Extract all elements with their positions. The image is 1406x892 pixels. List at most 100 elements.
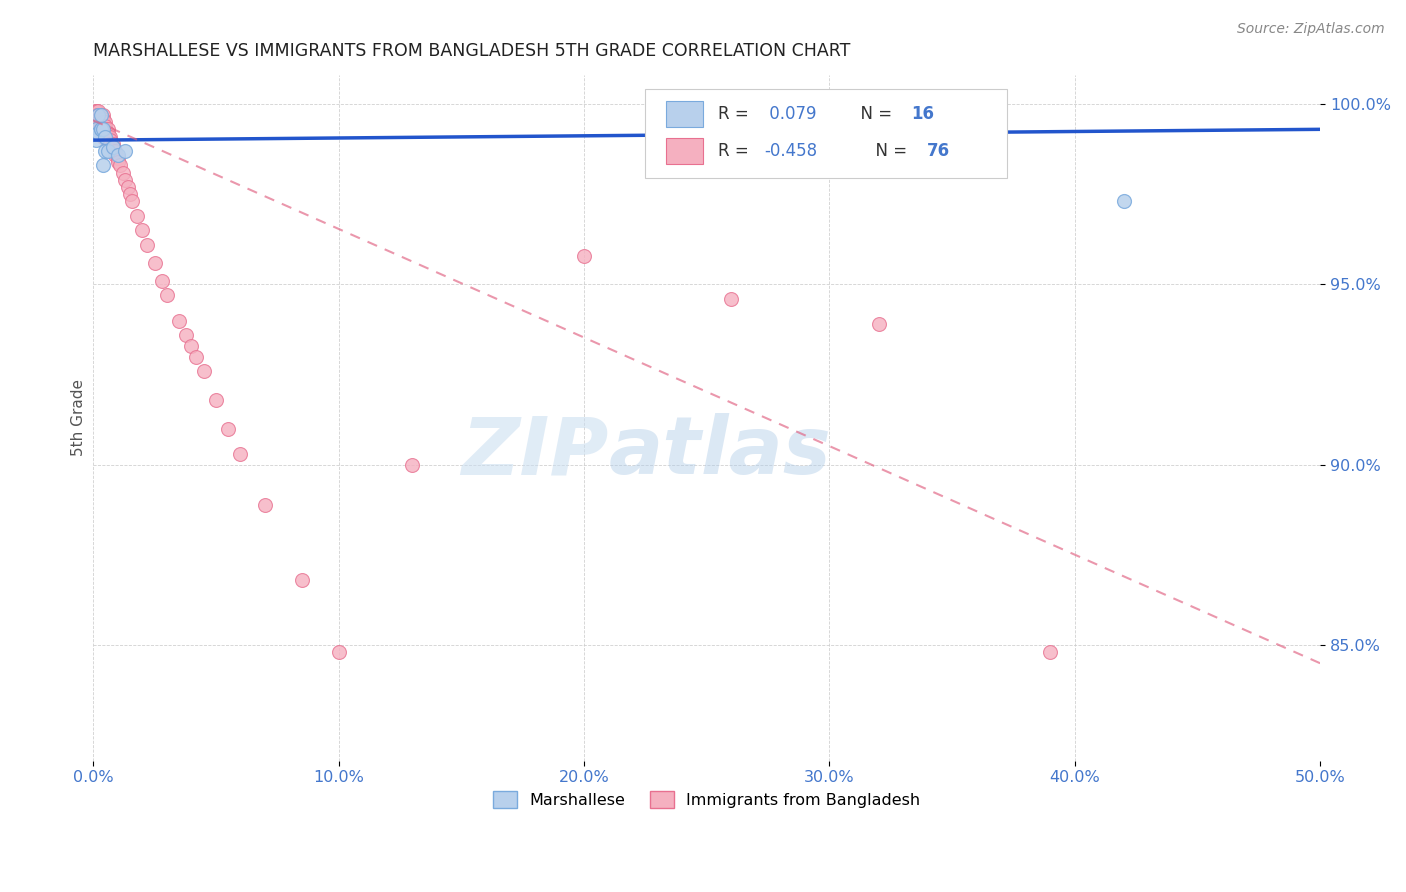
Point <box>98 133 121 147</box>
Point <box>97 133 120 147</box>
Text: R =: R = <box>718 105 754 123</box>
Point <box>91 122 114 136</box>
Point <box>98 136 121 151</box>
Point <box>87 108 110 122</box>
Point <box>107 154 129 169</box>
Point <box>101 140 124 154</box>
Point <box>90 122 112 136</box>
Point <box>193 364 215 378</box>
Point <box>94 115 117 129</box>
Point <box>94 122 117 136</box>
Point <box>111 166 134 180</box>
Point <box>186 350 208 364</box>
Point <box>101 140 124 154</box>
FancyBboxPatch shape <box>666 102 703 128</box>
Text: Source: ZipAtlas.com: Source: ZipAtlas.com <box>1237 22 1385 37</box>
Text: R =: R = <box>718 142 754 160</box>
Point <box>91 126 114 140</box>
Text: MARSHALLESE VS IMMIGRANTS FROM BANGLADESH 5TH GRADE CORRELATION CHART: MARSHALLESE VS IMMIGRANTS FROM BANGLADES… <box>93 42 851 60</box>
Point <box>97 144 120 158</box>
Point <box>107 151 129 165</box>
Point <box>91 115 114 129</box>
Point <box>114 173 136 187</box>
Point <box>91 158 114 172</box>
Point <box>84 133 107 147</box>
Text: N =: N = <box>851 105 897 123</box>
Point <box>91 112 114 126</box>
Point <box>90 112 112 126</box>
Point <box>868 317 890 331</box>
Point <box>117 180 139 194</box>
Point <box>1112 194 1135 209</box>
Point <box>150 274 173 288</box>
Point <box>87 108 110 122</box>
Point <box>87 104 110 119</box>
Point <box>176 328 198 343</box>
Point <box>94 129 117 144</box>
Point <box>84 104 107 119</box>
Point <box>328 645 350 659</box>
Point <box>91 108 114 122</box>
Point <box>127 209 149 223</box>
Legend: Marshallese, Immigrants from Bangladesh: Marshallese, Immigrants from Bangladesh <box>486 785 927 814</box>
Point <box>91 126 114 140</box>
Point <box>229 447 252 461</box>
Point <box>91 119 114 133</box>
Text: 76: 76 <box>927 142 949 160</box>
Point <box>180 339 202 353</box>
Y-axis label: 5th Grade: 5th Grade <box>72 379 86 457</box>
Point <box>90 115 112 129</box>
Point <box>84 122 107 136</box>
Point <box>90 122 112 136</box>
Text: atlas: atlas <box>609 413 831 491</box>
Point <box>91 115 114 129</box>
Point <box>131 223 153 237</box>
Point <box>97 129 120 144</box>
Text: 16: 16 <box>911 105 935 123</box>
Point <box>98 129 121 144</box>
Point <box>118 187 141 202</box>
Point <box>104 144 127 158</box>
Point <box>253 498 276 512</box>
FancyBboxPatch shape <box>666 137 703 163</box>
Point <box>90 112 112 126</box>
Point <box>114 144 136 158</box>
Point <box>87 126 110 140</box>
Point <box>90 115 112 129</box>
Point <box>94 126 117 140</box>
Point <box>84 112 107 126</box>
Point <box>84 108 107 122</box>
Point <box>136 237 159 252</box>
Point <box>87 112 110 126</box>
Point <box>91 122 114 136</box>
Text: ZIP: ZIP <box>461 413 609 491</box>
Text: N =: N = <box>865 142 912 160</box>
Point <box>91 122 114 136</box>
Point <box>94 144 117 158</box>
Point <box>104 147 127 161</box>
Point <box>90 119 112 133</box>
Point <box>572 249 595 263</box>
Point <box>97 122 120 136</box>
Point <box>143 256 166 270</box>
Point <box>87 108 110 122</box>
Point <box>107 147 129 161</box>
Text: 0.079: 0.079 <box>765 105 817 123</box>
Point <box>91 129 114 144</box>
Point <box>90 122 112 136</box>
Point <box>205 392 228 407</box>
Point <box>291 574 314 588</box>
Point <box>94 129 117 144</box>
Point <box>720 292 742 306</box>
Point <box>97 126 120 140</box>
Point <box>94 119 117 133</box>
Point <box>167 313 190 327</box>
Point <box>91 119 114 133</box>
Point <box>87 112 110 126</box>
Point <box>401 458 423 472</box>
Text: -0.458: -0.458 <box>765 142 817 160</box>
Point <box>84 104 107 119</box>
Point <box>87 112 110 126</box>
Point <box>90 108 112 122</box>
Point <box>156 288 179 302</box>
